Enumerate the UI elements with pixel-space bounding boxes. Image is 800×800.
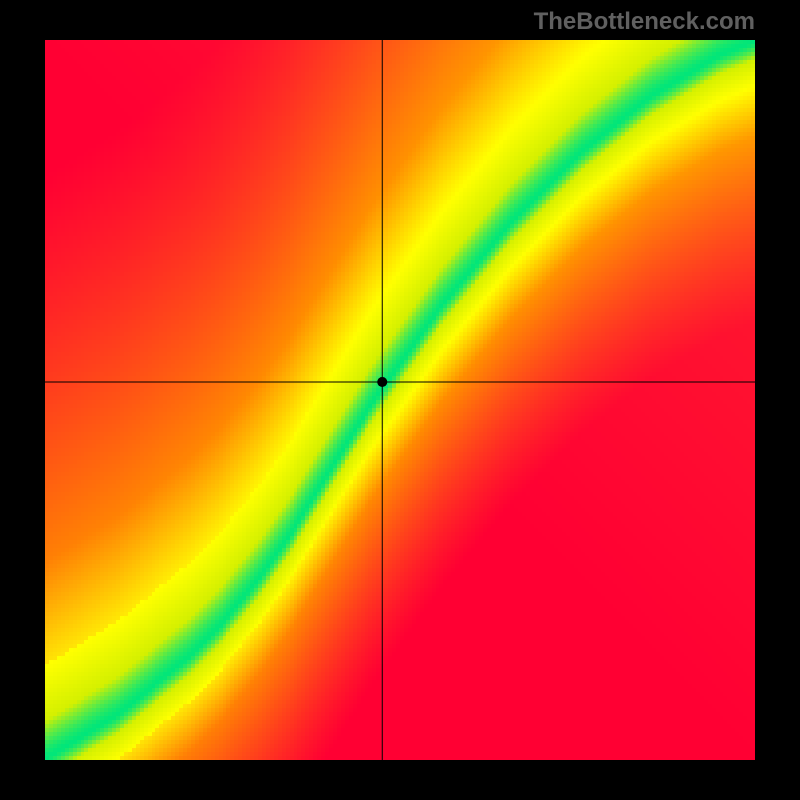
bottleneck-heatmap bbox=[0, 0, 800, 800]
chart-container: TheBottleneck.com bbox=[0, 0, 800, 800]
watermark-text: TheBottleneck.com bbox=[534, 8, 755, 36]
